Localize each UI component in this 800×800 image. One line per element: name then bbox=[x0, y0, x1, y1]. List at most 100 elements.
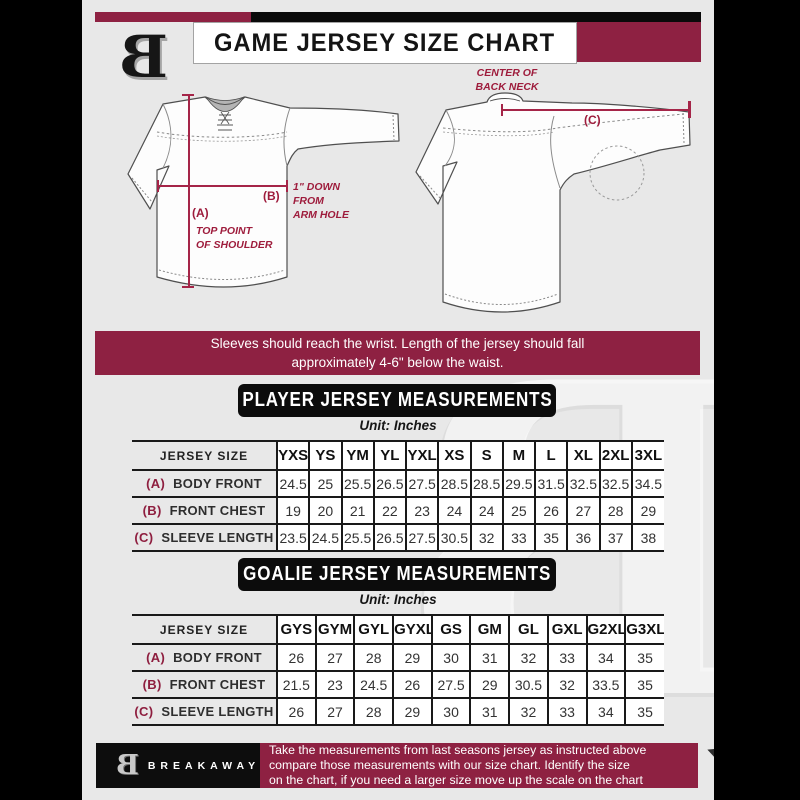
header-maroon-block bbox=[575, 22, 701, 62]
value-cell: 35 bbox=[624, 643, 664, 672]
value-cell: 28 bbox=[353, 643, 394, 672]
size-column-header: XS bbox=[437, 440, 471, 471]
footer-instructions-box: Take the measurements from last seasons … bbox=[260, 743, 698, 788]
value-cell: 34 bbox=[585, 697, 626, 726]
size-column-header: GL bbox=[508, 614, 548, 645]
value-cell: 31 bbox=[469, 697, 510, 726]
size-table: JERSEY SIZE GYS GYM GYL GYXL GS GM GL GXL G2XL G3X… bbox=[132, 614, 664, 726]
value-cell: 26 bbox=[392, 670, 432, 699]
size-column-header: GYM bbox=[314, 614, 355, 645]
notice-line-1: Sleeves should reach the wrist. Length o… bbox=[210, 336, 585, 351]
row-tag: (A) bbox=[146, 476, 166, 491]
row-tag: (C) bbox=[134, 530, 154, 545]
row-label: (B) FRONT CHEST bbox=[132, 670, 277, 699]
value-cell: 30.5 bbox=[508, 670, 548, 699]
value-cell: 29 bbox=[630, 496, 664, 525]
value-cell: 32 bbox=[508, 697, 548, 726]
value-cell: 21.5 bbox=[276, 670, 316, 699]
value-cell: 23.5 bbox=[275, 523, 310, 552]
value-cell: 21 bbox=[340, 496, 374, 525]
table-row: (C) SLEEVE LENGTH 26 27 28 29 30 31 32 33 34 35 bbox=[132, 697, 664, 726]
label-c-tag: (C) bbox=[584, 113, 601, 127]
measure-line-c-right-tick bbox=[688, 101, 691, 118]
measure-line-b bbox=[158, 185, 288, 187]
row-tag: (B) bbox=[142, 503, 162, 518]
mouse-cursor bbox=[705, 745, 714, 758]
table-row: (A) BODY FRONT 26 27 28 29 30 31 32 33 34 35 bbox=[132, 643, 664, 672]
size-column-header: GYS bbox=[276, 614, 316, 645]
measure-line-b-left-tick bbox=[157, 180, 159, 192]
page-title: GAME JERSEY SIZE CHART bbox=[214, 28, 556, 57]
value-cell: 29 bbox=[392, 643, 432, 672]
size-column-header: M bbox=[501, 440, 535, 471]
value-cell: 32.5 bbox=[566, 469, 600, 498]
value-cell: 23 bbox=[314, 670, 355, 699]
label-a-tag: (A) bbox=[192, 206, 209, 220]
size-column-header: YXL bbox=[404, 440, 439, 471]
value-cell: 23 bbox=[404, 496, 439, 525]
value-cell: 29 bbox=[392, 697, 432, 726]
front-jersey-diagram bbox=[127, 96, 400, 288]
value-cell: 25 bbox=[308, 469, 342, 498]
value-cell: 32.5 bbox=[598, 469, 632, 498]
value-cell: 37 bbox=[598, 523, 632, 552]
table-row: (A) BODY FRONT 24.5 25 25.5 26.5 27.5 28.5 28.5 2… bbox=[132, 469, 664, 498]
breakaway-logo-icon: B bbox=[119, 23, 169, 91]
value-cell: 26.5 bbox=[372, 469, 406, 498]
size-column-header: GYXL bbox=[392, 614, 432, 645]
value-cell: 33 bbox=[546, 697, 587, 726]
size-column-header: YS bbox=[308, 440, 342, 471]
size-column-header: YL bbox=[372, 440, 406, 471]
measure-line-a bbox=[188, 95, 190, 288]
value-cell: 31.5 bbox=[533, 469, 568, 498]
row-label: (C) SLEEVE LENGTH bbox=[132, 697, 277, 726]
footer-line-3: on the chart, if you need a larger size … bbox=[269, 773, 643, 787]
goalie-unit-label: Unit: Inches bbox=[359, 592, 437, 607]
header-black-stripe bbox=[251, 12, 701, 22]
row-tag: (A) bbox=[146, 650, 166, 665]
label-b-caption: 1" DOWN FROM ARM HOLE bbox=[293, 181, 349, 221]
value-cell: 28.5 bbox=[469, 469, 503, 498]
measure-line-c bbox=[502, 109, 690, 111]
value-cell: 29 bbox=[469, 670, 510, 699]
back-jersey-diagram bbox=[415, 92, 691, 313]
value-cell: 24 bbox=[437, 496, 471, 525]
value-cell: 33 bbox=[546, 643, 587, 672]
size-column-header: S bbox=[469, 440, 503, 471]
value-cell: 35 bbox=[624, 697, 664, 726]
size-column-header: XL bbox=[566, 440, 600, 471]
label-a-caption: TOP POINT OF SHOULDER bbox=[196, 225, 273, 251]
value-cell: 32 bbox=[546, 670, 587, 699]
value-cell: 30 bbox=[430, 643, 471, 672]
value-cell: 33.5 bbox=[585, 670, 626, 699]
value-cell: 22 bbox=[372, 496, 406, 525]
value-cell: 28.5 bbox=[437, 469, 471, 498]
goalie-size-table: JERSEY SIZE GYS GYM GYL GYXL GS GM GL GXL G2XL G3X… bbox=[132, 614, 664, 726]
measure-line-a-bottom-tick bbox=[182, 286, 194, 288]
value-cell: 24 bbox=[469, 496, 503, 525]
value-cell: 32 bbox=[469, 523, 503, 552]
size-column-header: GM bbox=[469, 614, 510, 645]
goalie-section-title: GOALIE JERSEY MEASUREMENTS bbox=[243, 563, 552, 585]
footer-brand-box: B BREAKAWAY bbox=[96, 743, 260, 788]
value-cell: 35 bbox=[624, 670, 664, 699]
value-cell: 24.5 bbox=[353, 670, 394, 699]
row-tag: (B) bbox=[142, 677, 162, 692]
table-row: (B) FRONT CHEST 19 20 21 22 23 24 24 25 26 27 28 29 bbox=[132, 496, 664, 525]
brand-name: BREAKAWAY bbox=[147, 759, 261, 772]
breakaway-footer-logo-icon: B bbox=[116, 750, 139, 781]
size-column-header: L bbox=[533, 440, 568, 471]
player-section-title: PLAYER JERSEY MEASUREMENTS bbox=[241, 389, 553, 411]
value-cell: 34.5 bbox=[630, 469, 664, 498]
value-cell: 29.5 bbox=[501, 469, 535, 498]
value-cell: 27 bbox=[314, 643, 355, 672]
back-neck-caption: CENTER OF BACK NECK bbox=[475, 67, 539, 93]
value-cell: 26 bbox=[276, 697, 316, 726]
size-header-label: JERSEY SIZE bbox=[132, 614, 277, 645]
measure-line-a-top-tick bbox=[182, 94, 194, 96]
title-box: GAME JERSEY SIZE CHART bbox=[193, 22, 577, 64]
player-unit-label: Unit: Inches bbox=[359, 418, 437, 433]
value-cell: 20 bbox=[308, 496, 342, 525]
sleeve-notice-banner: Sleeves should reach the wrist. Length o… bbox=[95, 331, 700, 375]
size-header-label: JERSEY SIZE bbox=[132, 440, 277, 471]
